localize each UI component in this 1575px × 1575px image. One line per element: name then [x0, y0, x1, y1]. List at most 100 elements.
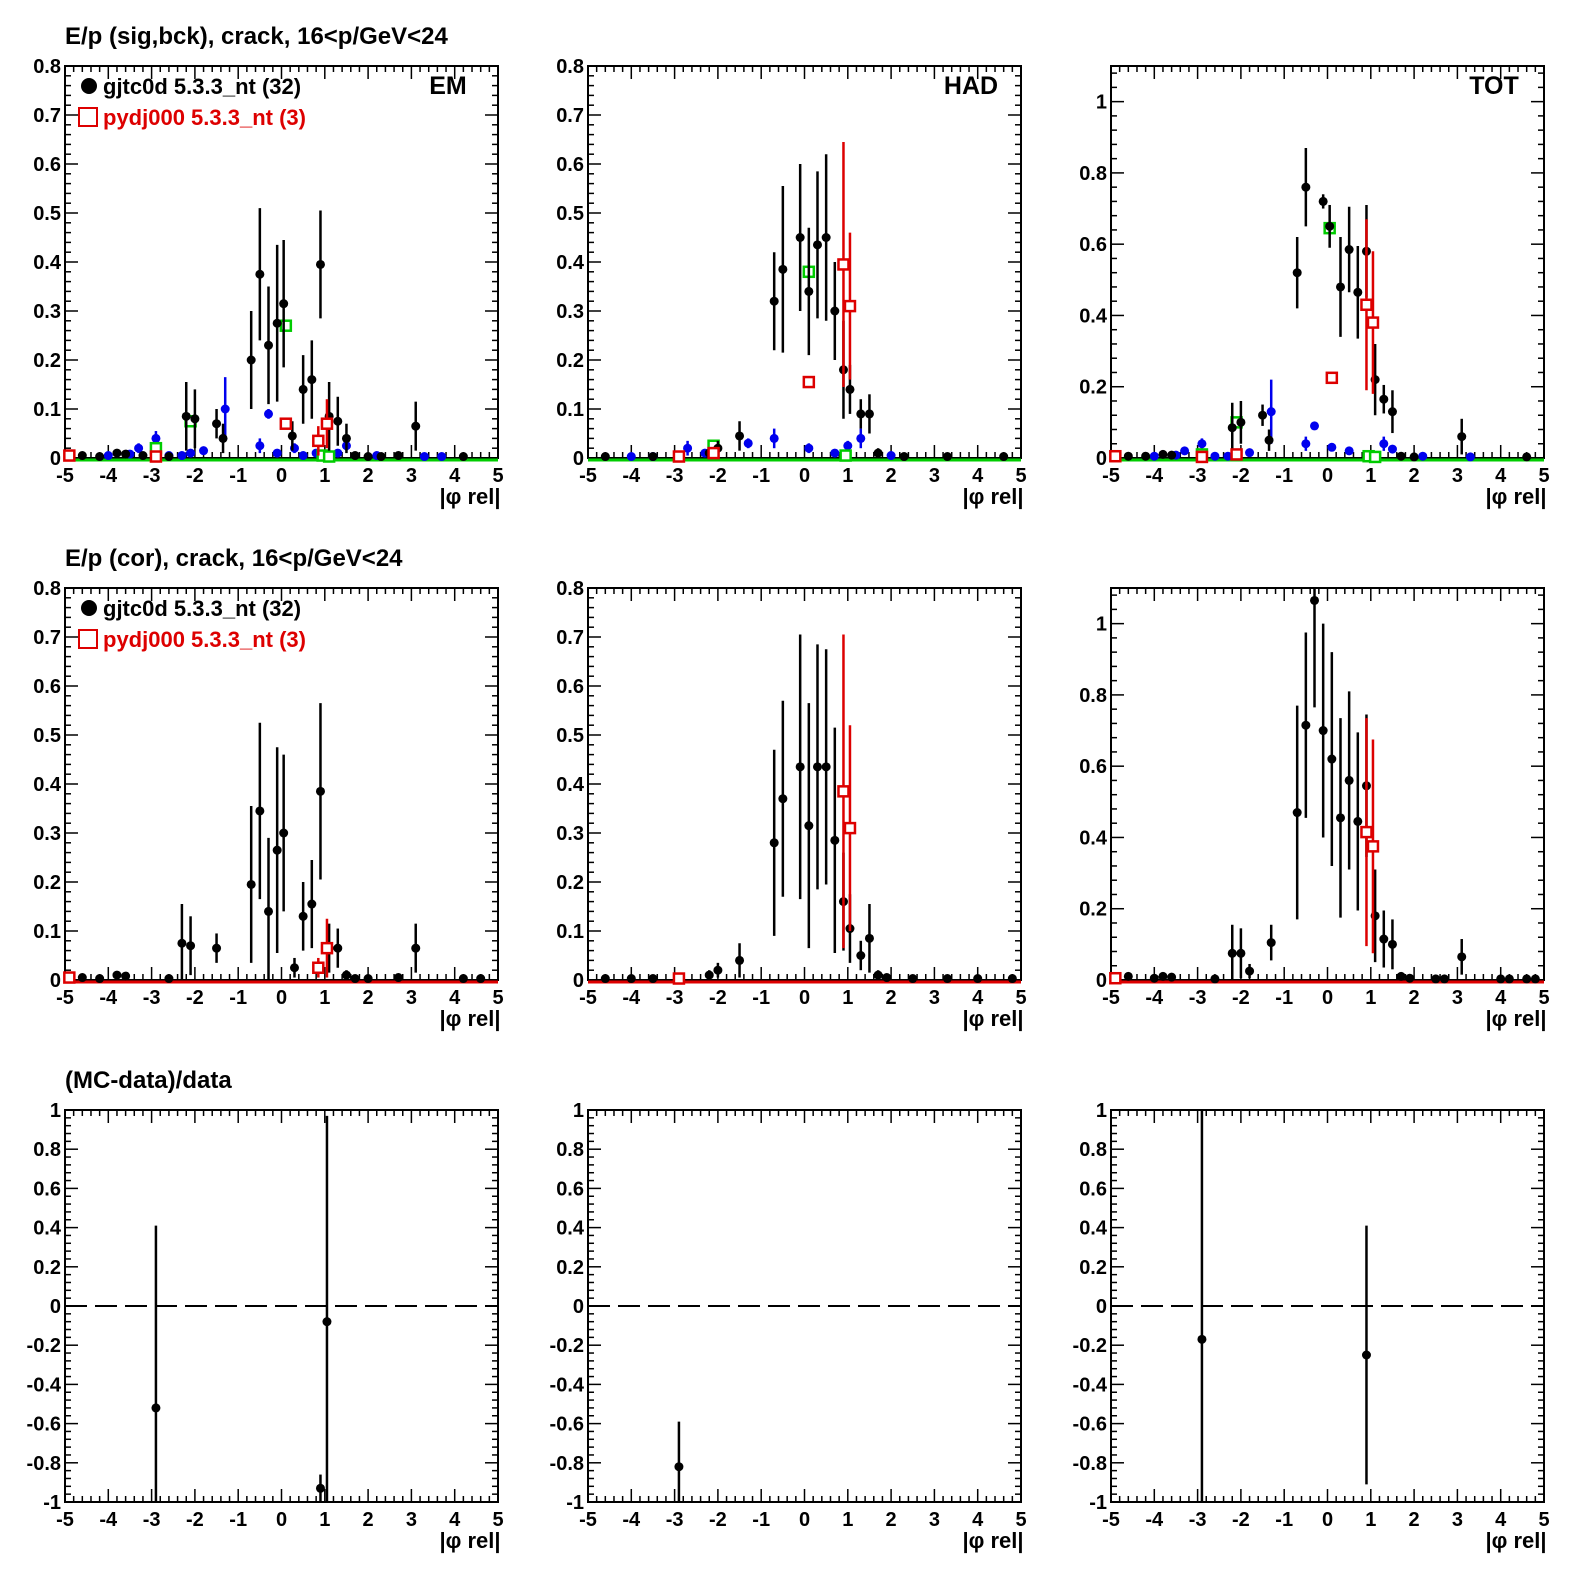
legend: gjtc0d 5.3.3_nt (32) pydj000 5.3.3_nt (3) [78, 74, 306, 130]
data-point [1123, 971, 1133, 981]
data-point-square [1366, 840, 1380, 853]
chart-panel-2: -5 -4 -3 -2 -1 0 1 2 3 4 5 0 0.1 0.2 0.3 0.4 0.5 0.6 0.7 0.… [556, 56, 1026, 509]
data-point [376, 452, 386, 462]
y-tick-label: -0.6 [1073, 1414, 1107, 1436]
x-tick-label: 5 [1015, 1509, 1026, 1531]
data-point [1379, 934, 1389, 944]
x-tick-label: 2 [363, 465, 374, 487]
data-point-square [320, 417, 334, 430]
data-point [1210, 451, 1220, 461]
data-point [1141, 451, 1151, 461]
data-point [1210, 974, 1220, 984]
data-point [856, 433, 866, 443]
data-point [186, 941, 196, 951]
data-point-square [63, 971, 76, 984]
y-tick-label: 0.4 [1079, 827, 1108, 849]
data-point [1197, 439, 1207, 449]
x-tick-label: 0 [276, 1509, 287, 1531]
y-tick-label: 0.2 [33, 872, 61, 894]
data-point-square [1366, 316, 1380, 329]
x-tick-label: -2 [709, 1509, 727, 1531]
data-point [845, 384, 855, 394]
data-point [151, 433, 161, 443]
data-point [212, 419, 222, 429]
data-point [307, 375, 317, 385]
y-tick-label: 0.2 [33, 350, 61, 372]
data-point [350, 974, 360, 984]
x-tick-label: 4 [449, 1509, 461, 1531]
data-point [1353, 287, 1363, 297]
data-point [177, 451, 187, 461]
x-tick-label: -1 [752, 987, 770, 1009]
x-axis-label: |φ rel| [439, 484, 500, 509]
data-point-square [1109, 971, 1122, 985]
data-point [812, 240, 822, 250]
x-axis-label: |φ rel| [1485, 1006, 1546, 1031]
y-tick-label: 0.5 [556, 725, 584, 747]
data-point [112, 448, 122, 458]
data-point-square [320, 941, 334, 955]
data-point [882, 973, 892, 983]
data-point [363, 452, 373, 462]
y-tick-label: 0.1 [556, 921, 584, 943]
series-mc [63, 399, 334, 463]
y-tick-label: 0.1 [556, 399, 584, 421]
data-point [255, 806, 265, 816]
data-point [393, 451, 403, 461]
data-point-square [672, 450, 686, 463]
y-tick-label: -0.2 [550, 1335, 584, 1357]
data-point [220, 404, 230, 414]
legend-label: pydj000 5.3.3_nt (3) [103, 627, 306, 652]
panel-label: EM [429, 72, 467, 100]
x-tick-label: -2 [1232, 987, 1250, 1009]
series-bck_data [103, 377, 447, 462]
data-point [1180, 446, 1190, 456]
data-point [1158, 449, 1168, 459]
series-ratio [151, 1115, 332, 1502]
data-point [121, 449, 131, 459]
x-tick-label: -4 [99, 465, 118, 487]
data-point [287, 431, 297, 441]
series-bck_mc [1195, 221, 1382, 464]
data-point [873, 448, 883, 458]
data-point [255, 269, 265, 279]
x-tick-label: 3 [406, 987, 417, 1009]
data-point [1236, 417, 1246, 427]
data-point [1301, 439, 1311, 449]
legend: gjtc0d 5.3.3_nt (32) pydj000 5.3.3_nt (3) [78, 596, 306, 652]
data-point-square [672, 972, 686, 985]
x-tick-label: -3 [1189, 1509, 1207, 1531]
chart-panel-8: -5 -4 -3 -2 -1 0 1 2 3 4 5 -1 -0.8 -0.6 -0.4 -0.2 0 0.2 0.… [550, 1100, 1027, 1553]
x-axis-label: |φ rel| [1485, 1528, 1546, 1553]
data-point-square [322, 450, 336, 463]
data-point [264, 340, 274, 350]
x-tick-label: 3 [406, 465, 417, 487]
y-tick-label: 0.1 [33, 921, 61, 943]
data-point-square [279, 319, 293, 332]
data-point [856, 951, 866, 960]
y-tick-label: 0.4 [33, 252, 62, 274]
x-tick-label: 5 [1538, 465, 1549, 487]
data-point [804, 443, 814, 453]
x-tick-label: 3 [1452, 465, 1463, 487]
x-tick-label: 5 [1538, 1509, 1549, 1531]
x-tick-label: -1 [1275, 987, 1293, 1009]
data-point [1409, 452, 1419, 462]
data-point [778, 794, 788, 804]
series-mc [1109, 718, 1380, 985]
data-point [804, 821, 814, 831]
y-tick-label: 0.3 [556, 823, 584, 845]
data-point [1149, 973, 1159, 983]
data-point [315, 259, 325, 269]
y-tick-label: 0.8 [556, 56, 584, 78]
data-point [1344, 446, 1354, 456]
data-point [1405, 973, 1415, 983]
data-point [886, 451, 896, 461]
chart-panel-3: -5 -4 -3 -2 -1 0 1 2 3 4 5 0 0.2 0.4 0.6 0.8 1 |φ rel| TOT [1079, 65, 1550, 509]
y-tick-label: 0.8 [1079, 1139, 1107, 1161]
data-point [164, 452, 174, 462]
x-tick-label: 1 [1365, 465, 1376, 487]
y-tick-label: 0.5 [33, 203, 61, 225]
data-point [151, 1403, 161, 1413]
